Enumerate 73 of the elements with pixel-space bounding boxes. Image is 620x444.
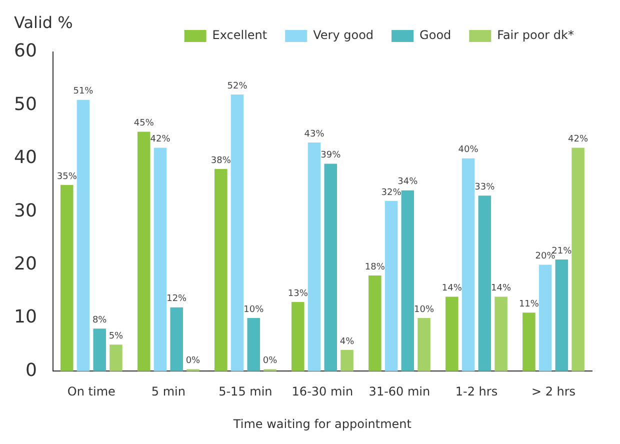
x-tick-label: 31-60 min (368, 384, 430, 399)
data-label: 32% (381, 188, 402, 198)
x-tick-label: On time (67, 384, 116, 399)
data-label: 34% (398, 177, 418, 188)
x-tick-label: 5 min (151, 384, 186, 399)
bar (401, 190, 414, 372)
y-tick-label: 50 (14, 94, 37, 115)
bar (384, 200, 398, 372)
data-label: 35% (56, 172, 78, 182)
bar (324, 164, 338, 372)
bar (572, 148, 584, 372)
bar (555, 259, 568, 372)
data-label: 18% (364, 262, 386, 272)
data-label: 8% (92, 315, 108, 326)
bar (292, 302, 304, 372)
bar (93, 328, 106, 372)
bar (76, 100, 90, 372)
data-label: 5% (108, 331, 124, 342)
data-label: 12% (166, 294, 188, 304)
y-tick-label: 60 (14, 40, 37, 62)
bar (137, 132, 150, 372)
bar (522, 312, 536, 372)
y-tick-label: 10 (14, 306, 37, 328)
x-axis-title: Time waiting for appointment (232, 416, 412, 431)
data-label: 51% (73, 86, 94, 97)
bar (478, 196, 492, 372)
data-label: 0% (262, 356, 278, 366)
bar (60, 185, 74, 372)
bar (214, 169, 228, 372)
y-tick-label: 30 (14, 200, 37, 222)
x-tick-label: 16-30 min (292, 384, 354, 399)
x-tick-label: 5-15 min (218, 384, 272, 399)
bar (308, 142, 321, 372)
y-tick-label: 20 (14, 253, 37, 274)
data-label: 11% (518, 300, 540, 310)
data-label: 52% (227, 81, 248, 92)
bar (247, 318, 260, 372)
y-axis-title: Valid % (14, 13, 73, 32)
data-label: 40% (458, 145, 479, 156)
x-tick-label: > 2 hrs (531, 384, 576, 399)
bar (494, 296, 508, 372)
data-label: 14% (491, 284, 512, 294)
y-tick-label: 40 (14, 147, 37, 168)
legend-label: Excellent (212, 28, 268, 42)
bar (154, 148, 167, 372)
data-label: 14% (442, 284, 462, 294)
bar (110, 344, 122, 372)
data-label: 4% (340, 336, 355, 347)
bar (170, 307, 183, 372)
data-label: 10% (414, 304, 434, 315)
data-label: 20% (535, 252, 556, 262)
data-label: 45% (134, 118, 154, 129)
bar (340, 350, 354, 372)
legend-label: Fair poor dk* (497, 28, 574, 42)
data-label: 38% (210, 156, 232, 166)
bar (368, 275, 382, 372)
bar (418, 318, 430, 372)
legend-label: Good (420, 28, 452, 42)
legend-label: Very good (313, 28, 374, 42)
bar (462, 158, 475, 372)
data-label: 33% (474, 182, 496, 192)
data-label: 10% (244, 304, 264, 315)
data-label: 0% (186, 356, 201, 366)
data-label: 13% (288, 288, 308, 299)
data-label: 42% (568, 134, 588, 145)
data-label: 39% (320, 150, 342, 161)
x-tick-label: 1-2 hrs (455, 384, 498, 399)
bar (230, 94, 244, 372)
bar (538, 264, 552, 372)
data-label: 43% (304, 129, 325, 140)
bar (446, 296, 458, 372)
data-label: 42% (150, 134, 171, 145)
y-tick-label: 0 (25, 360, 37, 381)
